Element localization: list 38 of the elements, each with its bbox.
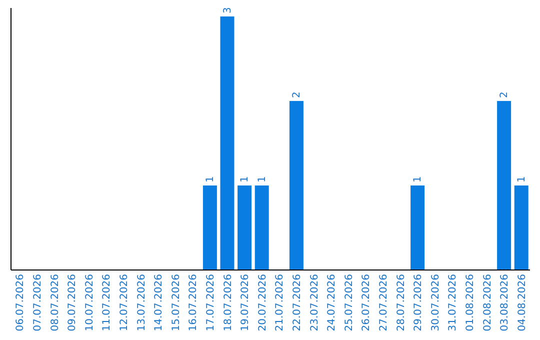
x-tick-label: 29.07.2026 <box>413 274 424 332</box>
x-tick-label: 27.07.2026 <box>378 274 390 332</box>
data-label: 2 <box>291 92 302 98</box>
x-tick-label: 08.07.2026 <box>50 274 61 332</box>
data-label: 1 <box>240 176 251 182</box>
x-tick-label: 14.07.2026 <box>154 274 165 332</box>
data-label: 1 <box>256 176 268 182</box>
x-tick-label: 01.08.2026 <box>464 274 476 332</box>
x-tick-label: 02.08.2026 <box>482 274 494 332</box>
data-label: 1 <box>412 176 424 182</box>
x-tick-label: 30.07.2026 <box>430 274 442 332</box>
x-tick-label: 04.08.2026 <box>516 274 528 332</box>
x-tick-label: 21.07.2026 <box>274 274 286 332</box>
x-tick-label: 19.07.2026 <box>240 274 252 332</box>
x-tick-label: 17.07.2026 <box>205 274 216 332</box>
x-tick-label: 24.07.2026 <box>326 274 338 332</box>
x-tick-label: 10.07.2026 <box>84 274 96 332</box>
x-tick-label: 09.07.2026 <box>67 274 78 332</box>
x-tick-label: 07.07.2026 <box>32 274 44 332</box>
data-label: 2 <box>499 92 510 98</box>
data-label: 1 <box>516 176 528 182</box>
x-tick-label: 06.07.2026 <box>15 274 26 332</box>
x-tick-label: 15.07.2026 <box>170 274 182 332</box>
x-tick-label: 25.07.2026 <box>344 274 355 332</box>
x-tick-label: 18.07.2026 <box>222 274 234 332</box>
x-tick-label: 13.07.2026 <box>136 274 148 332</box>
x-tick-label: 11.07.2026 <box>102 274 113 332</box>
data-label: 1 <box>204 176 216 182</box>
x-tick-label: 12.07.2026 <box>118 274 130 332</box>
x-tick-label: 26.07.2026 <box>361 274 372 332</box>
data-label: 3 <box>222 7 234 14</box>
x-tick-label: 20.07.2026 <box>257 274 268 332</box>
x-tick-label: 31.07.2026 <box>448 274 459 332</box>
x-tick-label: 23.07.2026 <box>309 274 320 332</box>
x-tick-label: 03.08.2026 <box>500 274 511 332</box>
x-tick-label: 16.07.2026 <box>188 274 200 332</box>
x-tick-label: 28.07.2026 <box>396 274 407 332</box>
x-tick-label: 22.07.2026 <box>292 274 303 332</box>
